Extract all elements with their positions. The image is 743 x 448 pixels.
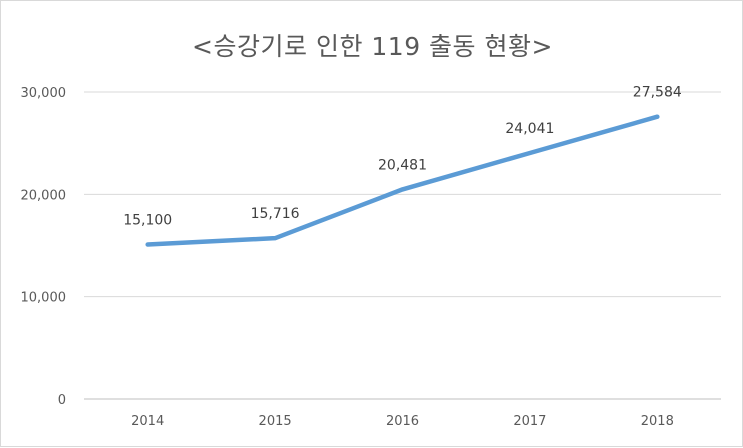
data-label: 27,584 xyxy=(633,85,682,101)
x-tick-label: 2017 xyxy=(513,414,546,429)
data-point xyxy=(655,114,660,119)
data-point xyxy=(273,236,278,241)
data-point xyxy=(145,242,150,247)
x-tick-label: 2014 xyxy=(131,414,164,429)
data-label: 20,481 xyxy=(378,157,427,173)
x-tick-label: 2016 xyxy=(386,414,419,429)
x-tick-label: 2015 xyxy=(259,414,292,429)
data-point xyxy=(400,187,405,192)
y-tick-label: 20,000 xyxy=(21,188,67,203)
series-line xyxy=(145,114,660,247)
chart-title: <승강기로 인한 119 출동 현황> xyxy=(192,32,553,61)
data-label: 24,041 xyxy=(505,121,554,137)
x-tick-label: 2018 xyxy=(641,414,674,429)
y-tick-label: 10,000 xyxy=(21,291,67,306)
data-label: 15,100 xyxy=(123,212,172,228)
data-point xyxy=(527,150,532,155)
data-label: 15,716 xyxy=(251,206,300,222)
y-tick-label: 0 xyxy=(58,393,66,408)
y-tick-label: 30,000 xyxy=(21,86,67,101)
